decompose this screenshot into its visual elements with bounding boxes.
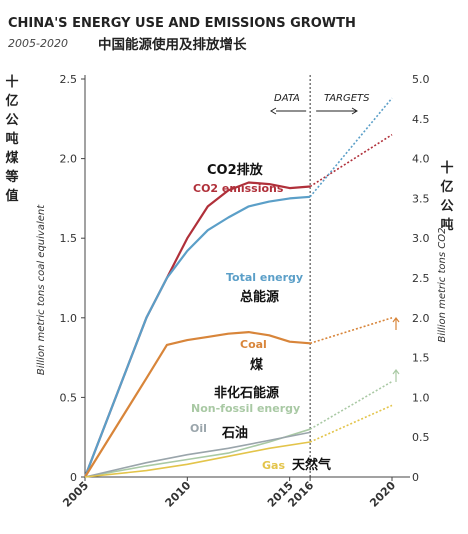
right-tick-label: 3.0 — [412, 232, 430, 245]
series-line-oil — [84, 431, 311, 478]
chart-title: CHINA'S ENERGY USE AND EMISSIONS GROWTH — [8, 16, 356, 31]
series-label-gas: Gas — [262, 459, 285, 472]
target-line-coal — [309, 317, 393, 345]
left-axis-title-zh-char: 亿 — [5, 93, 18, 109]
right-tick-label: 2.0 — [412, 312, 430, 325]
left-axis-title-zh-char: 吨 — [5, 131, 18, 147]
series-label-co2-emissions: CO2 emissions — [193, 182, 284, 195]
left-axis-title-zh-char: 值 — [5, 188, 18, 204]
right-axis-title-zh-char: 十 — [440, 160, 453, 176]
targets-arrowhead — [351, 107, 358, 115]
zone-targets-label: TARGETS — [324, 93, 370, 104]
left-tick-label: 0 — [70, 471, 77, 484]
series-label-zh-co2-emissions: CO2排放 — [207, 162, 264, 178]
right-tick-label: 3.5 — [412, 192, 430, 205]
left-axis-title-zh-char: 公 — [5, 113, 18, 128]
target-line-co2-emissions — [309, 134, 393, 188]
left-axis-title: Billion metric tons coal equivalent — [36, 204, 47, 375]
series-label-zh-coal: 煤 — [250, 357, 263, 373]
series-label-zh-gas: 天然气 — [292, 457, 331, 473]
right-axis-title-zh-char: 吨 — [440, 217, 453, 233]
target-line-gas — [309, 404, 393, 443]
right-tick-label: 0.5 — [412, 431, 430, 444]
x-tick-label: 2020 — [367, 479, 398, 510]
right-tick-label: 4.5 — [412, 113, 430, 126]
series-label-total-energy: Total energy — [226, 271, 303, 284]
left-tick-label: 1.0 — [60, 312, 78, 325]
left-axis-title-zh-char: 等 — [4, 169, 18, 185]
series-label-zh-total-energy: 总能源 — [240, 289, 279, 305]
right-tick-label: 1.0 — [412, 391, 430, 404]
series-line-coal — [84, 331, 311, 478]
right-axis-title-zh-char: 亿 — [440, 179, 453, 195]
right-axis-title-zh-char: 公 — [440, 199, 453, 214]
series-label-zh-oil: 石油 — [221, 425, 248, 441]
labels-layer: CO2 emissions CO2排放 Total energy 总能源 Coal 煤 No… — [190, 162, 331, 473]
series-line-gas — [84, 441, 311, 478]
left-axis-title-zh-char: 煤 — [5, 150, 18, 166]
right-axis-title: Billion metric tons CO2 — [437, 228, 448, 343]
nonfossil-target-arrow — [392, 369, 400, 382]
series-label-non-fossil-energy: Non-fossil energy — [191, 402, 300, 415]
series-label-oil: Oil — [190, 422, 207, 435]
target-line-total-energy — [309, 97, 393, 198]
series-label-coal: Coal — [240, 338, 267, 351]
right-tick-label: 4.0 — [412, 153, 430, 166]
series-label-zh-non-fossil-energy: 非化石能源 — [214, 385, 279, 401]
chart-subtitle-zh: 中国能源使用及排放增长 — [98, 36, 247, 53]
coal-target-arrow — [392, 317, 400, 330]
left-axis-title-zh-char: 十 — [5, 74, 18, 90]
series-line-total-energy — [83, 195, 311, 478]
zone-data-label: DATA — [274, 93, 300, 104]
data-arrowhead — [270, 107, 277, 115]
right-tick-label: 0 — [412, 471, 419, 484]
right-tick-label: 5.0 — [412, 73, 430, 86]
left-tick-label: 0.5 — [60, 391, 78, 404]
x-tick-label: 2010 — [163, 479, 194, 510]
left-tick-label: 2.5 — [60, 73, 78, 86]
left-tick-label: 1.5 — [60, 232, 78, 245]
right-tick-label: 1.5 — [412, 352, 430, 365]
chart-subtitle: 2005-2020 — [8, 37, 68, 50]
series-layer — [83, 97, 400, 478]
left-tick-label: 2.0 — [60, 153, 78, 166]
target-line-non-fossil-energy — [309, 380, 393, 430]
right-tick-label: 2.5 — [412, 272, 430, 285]
